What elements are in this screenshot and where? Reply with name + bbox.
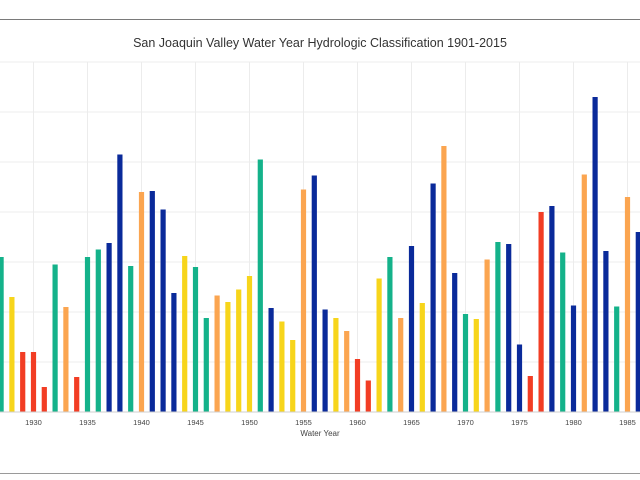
x-tick-label: 1930: [25, 418, 42, 427]
top-border: [0, 19, 640, 20]
bar-1966: [419, 303, 425, 412]
bar-1976: [527, 376, 533, 412]
bar-1967: [430, 183, 436, 412]
bar-1931: [41, 387, 47, 412]
bar-1985: [624, 197, 631, 412]
x-tick-label: 1955: [295, 418, 312, 427]
bar-1956: [311, 175, 317, 412]
x-tick-label: 1960: [349, 418, 366, 427]
bar-1984: [614, 306, 620, 412]
bottom-border: [0, 473, 640, 474]
bar-1933: [63, 307, 69, 412]
bar-1964: [398, 318, 404, 412]
bar-1963: [387, 257, 393, 412]
x-tick-label: 1980: [565, 418, 582, 427]
bar-1939: [128, 266, 134, 412]
bar-1951: [257, 159, 263, 412]
bar-1940: [138, 192, 145, 412]
bar-1948: [225, 302, 231, 412]
bar-1935: [84, 257, 91, 412]
bar-1961: [365, 380, 371, 412]
bar-1959: [344, 331, 350, 412]
bar-1986: [635, 232, 640, 412]
bar-1950: [246, 276, 253, 412]
bar-1937: [106, 243, 112, 412]
bar-1960: [354, 359, 361, 412]
bar-1927: [0, 257, 4, 412]
bar-1953: [279, 321, 285, 412]
bar-1942: [160, 209, 166, 412]
bar-1980: [570, 305, 577, 412]
bar-1958: [333, 318, 339, 412]
bar-1955: [300, 189, 307, 412]
bar-1965: [408, 246, 415, 412]
bar-1962: [376, 278, 382, 412]
bar-1932: [52, 264, 58, 412]
x-tick-label: 1965: [403, 418, 420, 427]
x-axis-label: Water Year: [300, 429, 340, 438]
bar-1938: [117, 154, 123, 412]
bar-1973: [495, 242, 501, 412]
bar-1971: [473, 319, 479, 412]
bar-1930: [30, 352, 37, 412]
bar-1949: [236, 289, 242, 412]
x-tick-label: 1940: [133, 418, 150, 427]
bar-1934: [74, 377, 80, 412]
bar-1928: [9, 297, 15, 412]
bar-1979: [560, 252, 566, 412]
bar-1947: [214, 295, 220, 412]
bar-1983: [603, 251, 609, 412]
bar-1977: [538, 212, 544, 412]
bar-1981: [581, 174, 587, 412]
bar-1968: [441, 146, 447, 412]
x-tick-label: 1945: [187, 418, 204, 427]
bar-1943: [171, 293, 177, 412]
bar-1970: [462, 314, 469, 412]
x-tick-label: 1950: [241, 418, 258, 427]
bar-1975: [516, 344, 523, 412]
x-tick-label: 1970: [457, 418, 474, 427]
bar-1941: [149, 191, 155, 412]
chart-title: San Joaquin Valley Water Year Hydrologic…: [133, 36, 507, 50]
bar-1982: [592, 97, 598, 412]
bar-1946: [203, 318, 209, 412]
bar-1936: [95, 249, 101, 412]
x-tick-label: 1985: [619, 418, 636, 427]
bar-1944: [182, 256, 188, 412]
bar-1969: [452, 273, 458, 412]
x-tick-label: 1975: [511, 418, 528, 427]
bar-1952: [268, 308, 274, 412]
bar-1957: [322, 309, 328, 412]
bar-1929: [20, 352, 26, 412]
bar-1972: [484, 259, 490, 412]
bar-1978: [549, 206, 555, 412]
x-tick-label: 1935: [79, 418, 96, 427]
bar-1945: [192, 267, 199, 412]
bar-1954: [290, 340, 296, 412]
bar-1974: [506, 244, 512, 412]
